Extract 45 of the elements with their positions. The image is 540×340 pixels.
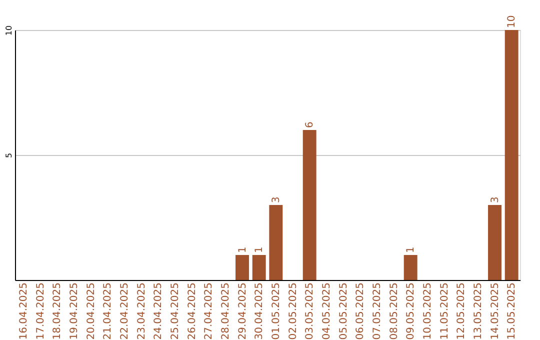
x-tick-label: 02.05.2025: [288, 282, 299, 340]
x-tick-label: 07.05.2025: [372, 282, 383, 340]
x-tick-label: 12.05.2025: [456, 282, 468, 340]
x-tick-label: 01.05.2025: [270, 282, 282, 340]
x-tick-label: 04.05.2025: [321, 282, 332, 340]
bar: [404, 255, 418, 280]
x-tick-label: 24.04.2025: [153, 282, 164, 340]
data-label: 6: [304, 122, 316, 128]
bar: [269, 205, 283, 280]
x-tick-label: 28.04.2025: [220, 282, 232, 340]
x-tick-label: 08.05.2025: [388, 282, 400, 340]
bar: [488, 205, 502, 280]
x-tick-label: 15.05.2025: [506, 282, 518, 340]
x-tick-label: 13.05.2025: [472, 282, 484, 340]
x-tick-label: 20.04.2025: [86, 282, 97, 340]
data-label: 3: [490, 196, 501, 203]
x-tick-label: 06.05.2025: [355, 282, 366, 340]
x-tick-label: 27.04.2025: [204, 282, 215, 340]
data-label: 3: [270, 196, 282, 203]
bar: [252, 255, 266, 280]
x-tick-label: 18.04.2025: [52, 282, 64, 340]
x-tick-label: 29.04.2025: [237, 282, 248, 340]
x-tick-label: 03.05.2025: [304, 282, 316, 340]
data-label: 1: [254, 246, 266, 253]
x-tick-label: 19.04.2025: [68, 282, 80, 340]
x-tick-label: 26.04.2025: [186, 282, 198, 340]
x-tick-label: 09.05.2025: [406, 282, 417, 340]
x-tick-label: 21.04.2025: [102, 282, 114, 340]
data-label: 1: [406, 246, 417, 253]
x-tick-label: 17.04.2025: [35, 282, 46, 340]
data-label: 10: [506, 15, 518, 28]
x-tick-label: 16.04.2025: [18, 282, 30, 340]
x-tick-label: 10.05.2025: [422, 282, 434, 340]
y-tick-label: 5: [4, 152, 14, 158]
x-tick-label: 30.04.2025: [254, 282, 266, 340]
x-tick-label: 22.04.2025: [119, 282, 130, 340]
data-label: 1: [237, 246, 248, 253]
x-tick-label: 11.05.2025: [439, 282, 450, 340]
bar: [504, 30, 518, 280]
x-tick-label: 05.05.2025: [338, 282, 350, 340]
bar: [236, 255, 249, 280]
x-tick-label: 23.04.2025: [136, 282, 148, 340]
x-tick-label: 25.04.2025: [170, 282, 181, 340]
bar: [302, 130, 316, 280]
x-tick-label: 14.05.2025: [490, 282, 501, 340]
